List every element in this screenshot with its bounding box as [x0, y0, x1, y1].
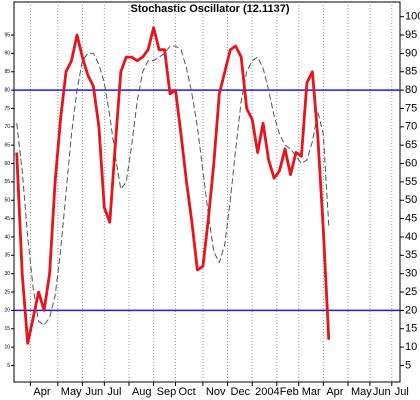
- y-tick-label: 55: [405, 176, 417, 188]
- y-tick-label: 60: [405, 157, 417, 169]
- y-tick-label-left: 15: [4, 326, 10, 332]
- y-tick-label-left: 10: [4, 344, 10, 350]
- y-tick-label: 15: [405, 323, 417, 335]
- x-tick-label: 2004: [255, 386, 279, 398]
- y-tick-label: 90: [405, 47, 417, 59]
- y-tick-label: 95: [405, 29, 417, 41]
- y-tick-label: 70: [405, 121, 417, 133]
- y-tick-label-left: 80: [4, 87, 10, 93]
- y-tick-label-left: 25: [4, 289, 10, 295]
- y-tick-label-left: 65: [4, 143, 10, 149]
- y-tick-label: 5: [405, 359, 411, 371]
- y-tick-label: 100: [405, 11, 420, 23]
- y-tick-label: 40: [405, 231, 417, 243]
- x-tick-label: Mar: [302, 386, 321, 398]
- chart-title: Stochastic Oscillator (12.1137): [131, 3, 290, 15]
- y-tick-label: 10: [405, 341, 417, 353]
- series-line: [16, 45, 330, 326]
- x-tick-label: Aug: [132, 386, 152, 398]
- y-tick-label-left: 95: [4, 32, 10, 38]
- x-tick-label: Jul: [107, 386, 121, 398]
- y-tick-label-left: 30: [4, 271, 10, 277]
- y-tick-label: 25: [405, 286, 417, 298]
- y-tick-label: 35: [405, 249, 417, 261]
- y-tick-label: 20: [405, 304, 417, 316]
- x-tick-label: Apr: [326, 386, 343, 398]
- x-tick-label: Apr: [33, 386, 50, 398]
- x-tick-label: Oct: [179, 386, 196, 398]
- x-tick-label: Jun: [373, 386, 391, 398]
- y-tick-label-left: 50: [4, 198, 10, 204]
- y-tick-label: 80: [405, 84, 417, 96]
- y-tick-label-left: 45: [4, 216, 10, 222]
- x-tick-label: Sep: [157, 386, 177, 398]
- y-tick-label-left: 5: [7, 363, 10, 369]
- y-tick-label-left: 90: [4, 51, 10, 57]
- series-line: [15, 26, 331, 345]
- plot-frame: [13, 1, 401, 383]
- y-tick-label: 65: [405, 139, 417, 151]
- x-tick-label: Jul: [395, 386, 409, 398]
- y-tick-label: 50: [405, 194, 417, 206]
- y-tick-label-left: 40: [4, 234, 10, 240]
- y-tick-label: 75: [405, 102, 417, 114]
- x-tick-label: Nov: [206, 386, 226, 398]
- y-tick-label: 45: [405, 213, 417, 225]
- y-tick-label-left: 75: [4, 106, 10, 112]
- y-tick-label-left: 70: [4, 124, 10, 130]
- y-tick-label-left: 35: [4, 253, 10, 259]
- x-tick-label: Dec: [231, 386, 251, 398]
- y-tick-label: 85: [405, 66, 417, 78]
- y-tick-label-left: 55: [4, 179, 10, 185]
- x-tick-label: Jun: [85, 386, 103, 398]
- y-tick-label-left: 60: [4, 161, 10, 167]
- y-tick-label: 30: [405, 268, 417, 280]
- y-tick-label-left: 20: [4, 308, 10, 314]
- y-tick-label-left: 85: [4, 69, 10, 75]
- x-tick-label: May: [61, 386, 82, 398]
- x-tick-label: May: [351, 386, 372, 398]
- x-tick-label: Feb: [280, 386, 299, 398]
